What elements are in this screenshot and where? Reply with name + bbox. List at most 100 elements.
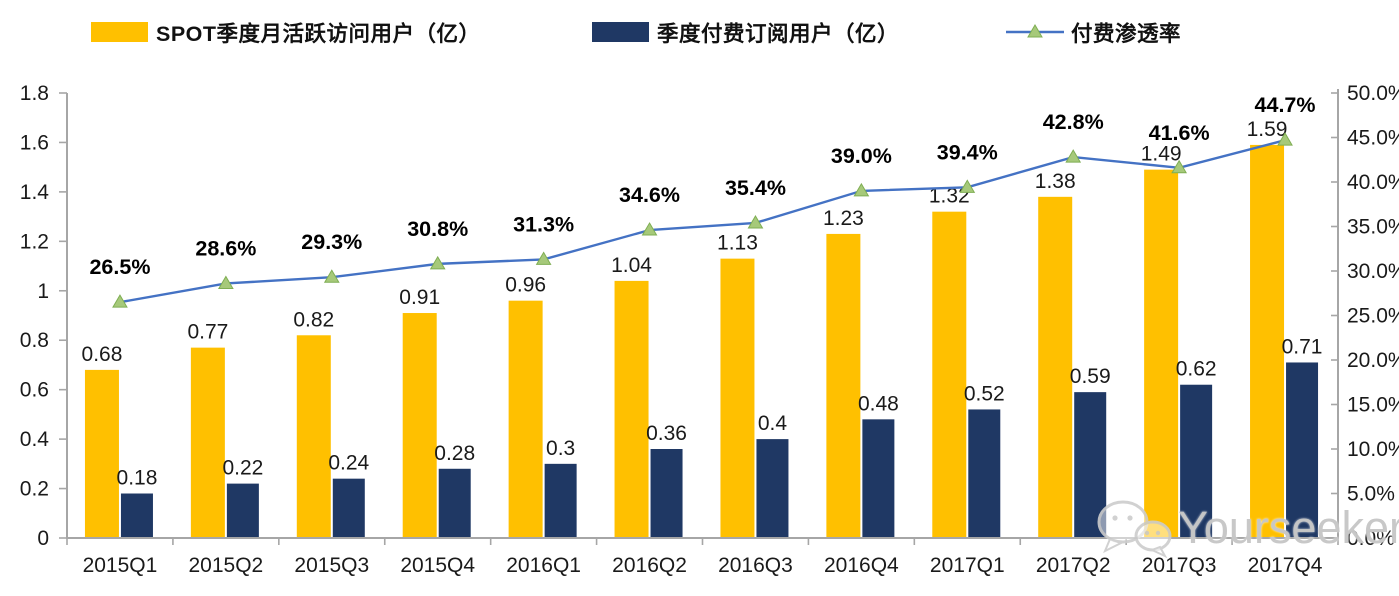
penetration-marker bbox=[218, 275, 234, 289]
bar-subscribers-value-label: 0.24 bbox=[328, 452, 369, 475]
bar-subscribers-value-label: 0.28 bbox=[434, 442, 475, 465]
right-axis-tick-label: 25.0% bbox=[1347, 305, 1399, 328]
bar-subscribers-value-label: 0.4 bbox=[758, 412, 788, 435]
penetration-marker bbox=[535, 251, 552, 265]
left-axis-tick-label: 0.2 bbox=[20, 478, 49, 501]
bar-mau-value-label: 1.59 bbox=[1247, 118, 1288, 141]
bar-mau bbox=[1038, 196, 1073, 539]
penetration-marker bbox=[1065, 149, 1082, 163]
x-axis-category-label: 2017Q4 bbox=[1248, 554, 1323, 577]
x-axis-category-label: 2017Q1 bbox=[930, 554, 1005, 577]
penetration-line bbox=[119, 139, 1286, 304]
x-axis-category-label: 2016Q4 bbox=[824, 554, 899, 577]
bar-mau-value-label: 1.32 bbox=[929, 185, 970, 208]
wechat-icon bbox=[1097, 500, 1172, 558]
bar-mau-value-label: 1.38 bbox=[1035, 170, 1076, 193]
legend: SPOT季度月活跃访问用户（亿） 季度付费订阅用户（亿） 付费渗透率 bbox=[0, 0, 1399, 56]
penetration-value-label: 34.6% bbox=[619, 183, 680, 207]
penetration-marker bbox=[323, 269, 340, 283]
left-axis-tick-label: 1 bbox=[37, 280, 49, 303]
penetration-value-label: 30.8% bbox=[407, 217, 468, 241]
bar-mau-value-label: 0.68 bbox=[82, 343, 123, 366]
left-axis-tick-label: 0.8 bbox=[20, 329, 49, 352]
bar-subscribers bbox=[438, 468, 471, 538]
bar-subscribers bbox=[650, 449, 683, 538]
bar-subscribers-value-label: 0.22 bbox=[222, 457, 263, 480]
line-marker-icon bbox=[1006, 24, 1064, 38]
x-axis-category-label: 2015Q3 bbox=[294, 554, 369, 577]
right-axis-tick-label: 15.0% bbox=[1347, 394, 1399, 417]
bar-mau bbox=[508, 300, 543, 538]
bar-mau bbox=[614, 280, 649, 538]
bar-subscribers bbox=[756, 439, 789, 538]
penetration-value-label: 28.6% bbox=[195, 236, 256, 260]
x-axis-category-label: 2015Q1 bbox=[83, 554, 158, 577]
penetration-marker bbox=[429, 255, 446, 270]
bar-mau bbox=[1250, 144, 1285, 538]
bar-mau bbox=[84, 369, 119, 538]
bar-mau bbox=[826, 233, 861, 538]
bar-subscribers bbox=[120, 493, 153, 538]
penetration-value-label: 42.8% bbox=[1043, 110, 1104, 134]
left-axis-tick-label: 1.4 bbox=[20, 181, 50, 204]
penetration-marker bbox=[1277, 132, 1293, 146]
penetration-value-label: 44.7% bbox=[1255, 93, 1316, 117]
bar-mau-value-label: 1.49 bbox=[1141, 143, 1182, 166]
legend-item-mau: SPOT季度月活跃访问用户（亿） bbox=[91, 18, 481, 46]
mau-legend-label: SPOT季度月活跃访问用户（亿） bbox=[156, 21, 481, 46]
right-axis-tick-label: 20.0% bbox=[1347, 349, 1399, 372]
left-axis-tick-label: 1.8 bbox=[20, 82, 49, 105]
left-axis-tick-label: 1.6 bbox=[20, 131, 49, 154]
bar-subscribers bbox=[968, 409, 1001, 538]
bar-subscribers bbox=[862, 419, 895, 538]
penetration-value-label: 41.6% bbox=[1149, 121, 1210, 145]
bar-mau bbox=[1144, 169, 1179, 538]
legend-item-subscribers: 季度付费订阅用户（亿） bbox=[592, 18, 899, 46]
bar-subscribers-value-label: 0.48 bbox=[858, 392, 899, 415]
penetration-value-label: 39.0% bbox=[831, 144, 892, 168]
bar-subscribers-value-label: 0.59 bbox=[1070, 365, 1111, 388]
bar-subscribers bbox=[226, 483, 259, 538]
bar-mau bbox=[402, 313, 437, 538]
subscribers-legend-label: 季度付费订阅用户（亿） bbox=[657, 21, 900, 46]
penetration-value-label: 31.3% bbox=[513, 212, 574, 236]
legend-item-penetration: 付费渗透率 bbox=[1006, 18, 1181, 46]
right-axis-tick-label: 45.0% bbox=[1347, 127, 1399, 150]
left-axis-tick-label: 0 bbox=[37, 527, 49, 550]
right-axis-tick-label: 10.0% bbox=[1347, 438, 1399, 461]
x-axis-category-label: 2015Q4 bbox=[400, 554, 475, 577]
watermark-text: Yourseeker bbox=[1178, 502, 1399, 553]
right-axis-tick-label: 35.0% bbox=[1347, 216, 1399, 239]
bar-subscribers bbox=[544, 463, 577, 538]
bar-mau bbox=[190, 347, 225, 538]
bar-mau bbox=[720, 258, 755, 538]
bar-mau-value-label: 0.77 bbox=[187, 321, 228, 344]
bar-subscribers bbox=[1286, 362, 1319, 538]
x-axis-category-label: 2015Q2 bbox=[189, 554, 264, 577]
bar-subscribers-value-label: 0.18 bbox=[117, 467, 158, 490]
bar-subscribers-value-label: 0.36 bbox=[646, 422, 687, 445]
bar-mau bbox=[932, 211, 967, 538]
penetration-marker bbox=[1171, 159, 1187, 174]
left-axis-tick-label: 0.4 bbox=[20, 428, 50, 451]
penetration-legend-label: 付费渗透率 bbox=[1071, 21, 1182, 46]
bar-mau bbox=[296, 335, 331, 538]
right-axis-tick-label: 40.0% bbox=[1347, 171, 1399, 194]
penetration-value-label: 35.4% bbox=[725, 176, 786, 200]
penetration-value-label: 39.4% bbox=[937, 140, 998, 164]
penetration-marker bbox=[641, 222, 658, 236]
right-axis-tick-label: 5.0% bbox=[1347, 483, 1395, 506]
watermark: Yourseeker bbox=[1096, 498, 1399, 558]
right-axis-tick-label: 50.0% bbox=[1347, 82, 1399, 105]
x-axis-category-label: 2016Q2 bbox=[612, 554, 687, 577]
bar-mau-value-label: 0.82 bbox=[293, 308, 334, 331]
bar-subscribers-value-label: 0.3 bbox=[546, 437, 575, 460]
right-axis-tick-label: 0.0% bbox=[1347, 527, 1395, 550]
bar-subscribers-value-label: 0.52 bbox=[964, 382, 1005, 405]
bar-mau-value-label: 0.96 bbox=[505, 274, 546, 297]
bar-subscribers-value-label: 0.62 bbox=[1176, 358, 1217, 381]
penetration-marker bbox=[959, 179, 976, 193]
x-axis-category-label: 2016Q3 bbox=[718, 554, 793, 577]
